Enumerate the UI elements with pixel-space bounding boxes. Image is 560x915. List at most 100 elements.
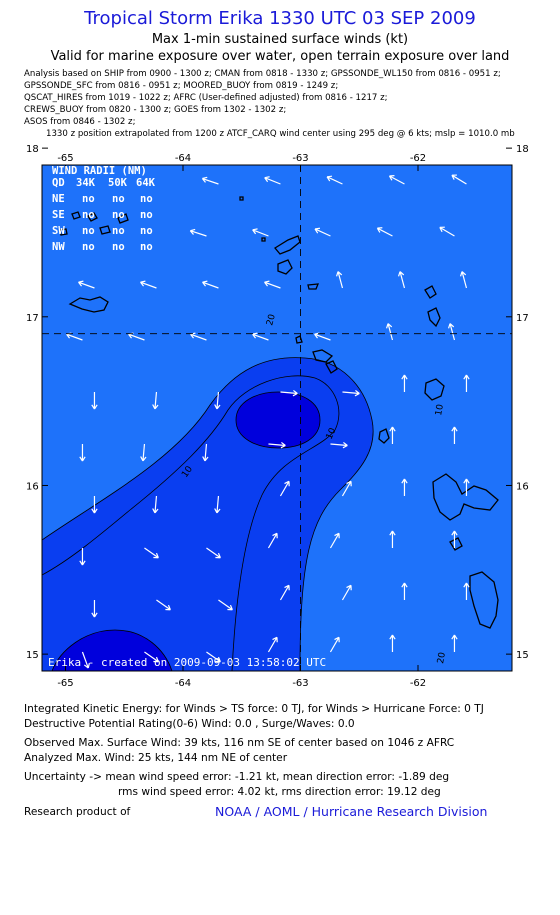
wind-arrow bbox=[144, 547, 159, 559]
y-tick-label-left: 18 bbox=[26, 144, 39, 155]
wind-arrow bbox=[279, 584, 290, 601]
wind-radii-value: no bbox=[112, 209, 125, 221]
y-tick-label-left: 16 bbox=[26, 481, 39, 492]
wind-arrow bbox=[451, 530, 458, 548]
wind-arrow bbox=[156, 599, 171, 611]
wind-radii-quad: NE bbox=[52, 193, 65, 205]
wind-arrow bbox=[439, 226, 455, 237]
wind-arrow bbox=[401, 478, 408, 496]
wind-radii-quad: SW bbox=[52, 225, 65, 237]
research-label: Research product of bbox=[24, 806, 131, 818]
observed-max-line: Observed Max. Surface Wind: 39 kts, 116 … bbox=[24, 737, 455, 749]
island bbox=[295, 335, 303, 344]
analysis-line: 1330 z position extrapolated from 1200 z… bbox=[46, 129, 515, 139]
wind-arrow bbox=[81, 651, 90, 669]
island bbox=[239, 196, 244, 201]
wind-band-mid bbox=[42, 165, 512, 671]
wind-radii-quad: SE bbox=[52, 209, 65, 221]
wind-radii-header: QD bbox=[52, 177, 65, 189]
wind-arrow bbox=[140, 280, 157, 289]
map-title: Tropical Storm Erika 1330 UTC 03 SEP 200… bbox=[84, 8, 476, 29]
wind-radii-quad: NW bbox=[52, 241, 65, 253]
island bbox=[432, 473, 499, 521]
y-tick-label-right: 15 bbox=[516, 650, 529, 661]
wind-arrow bbox=[189, 228, 207, 237]
wind-arrow bbox=[459, 271, 468, 289]
island bbox=[424, 378, 445, 401]
wind-arrow bbox=[152, 495, 159, 514]
wind-arrow bbox=[279, 480, 290, 497]
x-tick-label-top: -62 bbox=[410, 153, 426, 164]
wind-arrow bbox=[252, 332, 269, 341]
wind-core-low bbox=[235, 391, 321, 449]
wind-radii-header: 50K bbox=[108, 177, 128, 189]
wind-radii-value: no bbox=[112, 225, 125, 237]
island bbox=[424, 285, 437, 299]
wind-arrow bbox=[280, 389, 298, 397]
wind-arrow bbox=[451, 426, 458, 444]
island bbox=[261, 237, 266, 242]
wind-arrow bbox=[91, 496, 98, 514]
analysis-line: QSCAT_HIRES from 1019 - 1022 z; AFRC (Us… bbox=[24, 93, 388, 103]
wind-arrow bbox=[463, 582, 470, 600]
wind-radii-value: no bbox=[82, 241, 95, 253]
wind-vectors bbox=[66, 174, 470, 669]
y-tick-label-right: 18 bbox=[516, 144, 529, 155]
noaa-credit: NOAA / AOML / Hurricane Research Divisio… bbox=[215, 804, 488, 819]
analysis-sources: Analysis based on SHIP from 0900 - 1300 … bbox=[24, 68, 515, 140]
wind-arrow bbox=[401, 582, 408, 600]
wind-radii-value: no bbox=[112, 193, 125, 205]
x-tick-label-top: -65 bbox=[57, 153, 73, 164]
wind-arrow bbox=[451, 174, 467, 185]
wind-arrow bbox=[264, 280, 281, 289]
map-exposure-note: Valid for marine exposure over water, op… bbox=[50, 49, 510, 64]
wind-core-southwest bbox=[51, 629, 173, 671]
wind-arrow bbox=[447, 323, 456, 341]
wind-arrow bbox=[79, 548, 86, 566]
island bbox=[117, 213, 129, 224]
island bbox=[274, 235, 301, 255]
analysis-line: GPSSONDE_SFC from 0816 - 0951 z; MOORED_… bbox=[24, 81, 339, 91]
wind-radii-value: no bbox=[140, 209, 153, 221]
island bbox=[427, 307, 441, 328]
wind-arrow bbox=[389, 530, 396, 548]
wind-arrow bbox=[389, 634, 396, 652]
islands bbox=[59, 196, 499, 629]
x-tick-label-bottom: -65 bbox=[57, 678, 73, 689]
rms-line: rms wind speed error: 4.02 kt, rms direc… bbox=[118, 786, 441, 798]
wind-radii-value: no bbox=[112, 241, 125, 253]
wind-arrow bbox=[267, 532, 278, 549]
uncertainty-line: Uncertainty -> mean wind speed error: -1… bbox=[24, 771, 450, 783]
analysis-line: CREWS_BUOY from 0820 - 1300 z; GOES from… bbox=[24, 105, 287, 115]
wind-arrow bbox=[267, 636, 278, 653]
wind-arrow bbox=[329, 532, 340, 549]
wind-arrow bbox=[264, 176, 281, 185]
contour-label: 10 bbox=[325, 426, 339, 441]
wind-arrow bbox=[152, 391, 159, 410]
wind-arrow bbox=[78, 280, 95, 289]
island bbox=[71, 211, 81, 220]
wind-arrow bbox=[206, 651, 221, 663]
x-tick-label-bottom: -63 bbox=[292, 678, 308, 689]
island bbox=[449, 537, 463, 551]
wind-band-dark bbox=[42, 375, 340, 671]
wind-arrow bbox=[252, 228, 269, 237]
island bbox=[325, 360, 338, 374]
island bbox=[99, 225, 111, 235]
x-tick-label-bottom: -64 bbox=[175, 678, 191, 689]
island bbox=[87, 212, 98, 222]
wind-arrow bbox=[206, 547, 221, 559]
island bbox=[59, 228, 68, 236]
wind-arrow bbox=[214, 391, 221, 410]
wind-arrow bbox=[91, 392, 98, 410]
x-tick-label-top: -64 bbox=[175, 153, 191, 164]
analyzed-max-line: Analyzed Max. Wind: 25 kts, 144 nm NE of… bbox=[24, 752, 288, 764]
x-tick-label-bottom: -62 bbox=[410, 678, 426, 689]
wind-arrow bbox=[451, 634, 458, 652]
wind-arrow bbox=[144, 651, 159, 663]
ike-line: Integrated Kinetic Energy: for Winds > T… bbox=[24, 703, 484, 715]
wind-arrow bbox=[388, 175, 405, 185]
island bbox=[378, 428, 390, 444]
island bbox=[307, 283, 320, 290]
